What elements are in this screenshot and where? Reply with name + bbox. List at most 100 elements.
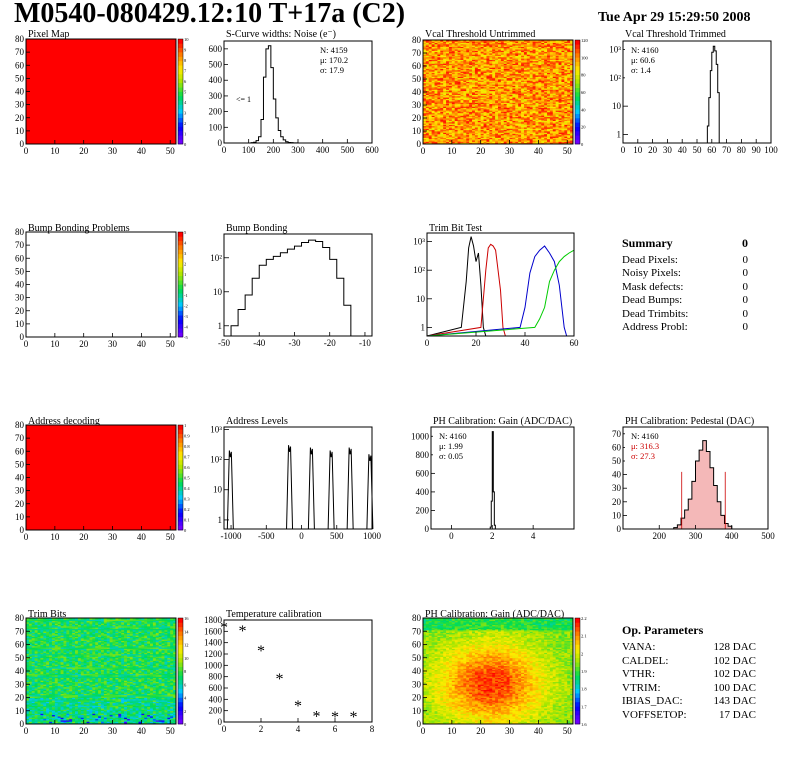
y-tick-label: 40: [15, 473, 25, 483]
heatmap-cell: [474, 69, 479, 72]
heatmap-cell: [437, 134, 441, 137]
heatmap-cell: [437, 112, 441, 115]
heatmap-cell: [446, 89, 450, 92]
heatmap-cell: [440, 85, 444, 88]
y-tick-label: 1: [218, 515, 223, 525]
heatmap-cell: [428, 118, 433, 120]
heatmap-cell: [486, 114, 490, 116]
heatmap-cell: [541, 93, 545, 95]
heatmap-cell: [541, 125, 545, 128]
heatmap-cell: [538, 106, 542, 108]
heatmap-cell: [521, 140, 525, 142]
heatmap-cell: [489, 49, 493, 51]
heatmap-cell: [558, 56, 562, 59]
heatmap-cell: [567, 140, 571, 142]
colorbar-segment: [575, 126, 580, 132]
heatmap-cell: [446, 41, 450, 43]
heatmap-cell: [31, 632, 36, 635]
heatmap-cell: [31, 671, 36, 673]
heatmap-cell: [437, 59, 441, 62]
heatmap-cell: [518, 85, 522, 88]
heatmap-cell: [472, 99, 476, 102]
heatmap-cell: [460, 88, 464, 90]
heatmap-cell: [446, 76, 450, 79]
heatmap-cell: [425, 140, 430, 142]
heatmap-cell: [443, 120, 447, 123]
heatmap-cell: [535, 132, 539, 134]
heatmap-cell: [492, 121, 496, 124]
heatmap-cell: [567, 51, 571, 54]
heatmap-cell: [567, 110, 571, 112]
heatmap-cell: [498, 60, 502, 63]
heatmap-cell: [515, 88, 519, 90]
x-tick-label: 40: [137, 339, 147, 349]
heatmap-cell: [423, 99, 427, 102]
heatmap-cell: [538, 137, 542, 140]
heatmap-cell: [567, 115, 571, 118]
heatmap-cell: [428, 124, 433, 127]
heatmap-cell: [509, 53, 513, 55]
heatmap-cell: [532, 107, 536, 110]
heatmap-cell: [466, 89, 470, 92]
heatmap-cell: [555, 62, 559, 64]
heatmap-cell: [428, 66, 433, 68]
heatmap-cell: [454, 79, 459, 81]
colorbar-segment: [178, 52, 183, 57]
heatmap-cell: [460, 107, 464, 110]
heatmap-cell: [512, 136, 516, 138]
heatmap-cell: [558, 134, 562, 137]
heatmap-cell: [544, 124, 548, 127]
heatmap-cell: [480, 102, 484, 105]
heatmap-cell: [472, 72, 476, 75]
heatmap-cell: [431, 86, 435, 89]
heatmap-cell: [489, 71, 493, 73]
heatmap-cell: [526, 103, 531, 106]
heatmap-cell: [446, 81, 450, 84]
heatmap-cell: [549, 120, 554, 123]
heatmap-cell: [463, 76, 467, 79]
heatmap-cell: [538, 90, 542, 93]
heatmap-cell: [506, 98, 510, 101]
heatmap-cell: [460, 49, 464, 51]
colorbar-segment: [178, 91, 183, 97]
heatmap-cell: [538, 123, 542, 125]
heatmap-cell: [567, 55, 571, 58]
heatmap-cell: [463, 75, 467, 77]
heatmap-cell: [477, 88, 482, 90]
heatmap-cell: [492, 116, 496, 119]
heatmap-cell: [28, 682, 33, 685]
heatmap-cell: [544, 47, 548, 50]
heatmap-cell: [532, 131, 536, 133]
heatmap-cell: [512, 110, 516, 112]
heatmap-cell: [486, 43, 490, 46]
heatmap-cell: [532, 101, 536, 103]
heatmap-cell: [529, 55, 534, 58]
heatmap-cell: [549, 59, 554, 62]
heatmap-cell: [555, 93, 559, 95]
heatmap-cell: [425, 116, 430, 119]
heatmap-fill: [26, 39, 176, 144]
heatmap-cell: [454, 125, 459, 128]
heatmap-cell: [492, 63, 496, 66]
heatmap-cell: [37, 694, 41, 697]
heatmap-cell: [474, 62, 479, 64]
heatmap-cell: [515, 90, 519, 93]
heatmap-cell: [547, 102, 551, 105]
heatmap-cell: [446, 79, 450, 81]
heatmap-cell: [526, 99, 531, 102]
heatmap-cell: [547, 47, 551, 50]
heatmap-cell: [526, 112, 531, 115]
heatmap-cell: [506, 50, 510, 53]
heatmap-cell: [428, 40, 433, 42]
heatmap-cell: [521, 42, 525, 45]
heatmap-cell: [500, 127, 505, 129]
heatmap-cell: [564, 141, 568, 144]
heatmap-cell: [549, 134, 554, 137]
heatmap-cell: [492, 77, 496, 80]
heatmap-cell: [495, 63, 499, 66]
heatmap-cell: [443, 101, 447, 103]
heatmap-cell: [495, 124, 499, 127]
heatmap-cell: [428, 136, 433, 138]
heatmap-cell: [549, 136, 554, 138]
heatmap-cell: [454, 124, 459, 127]
